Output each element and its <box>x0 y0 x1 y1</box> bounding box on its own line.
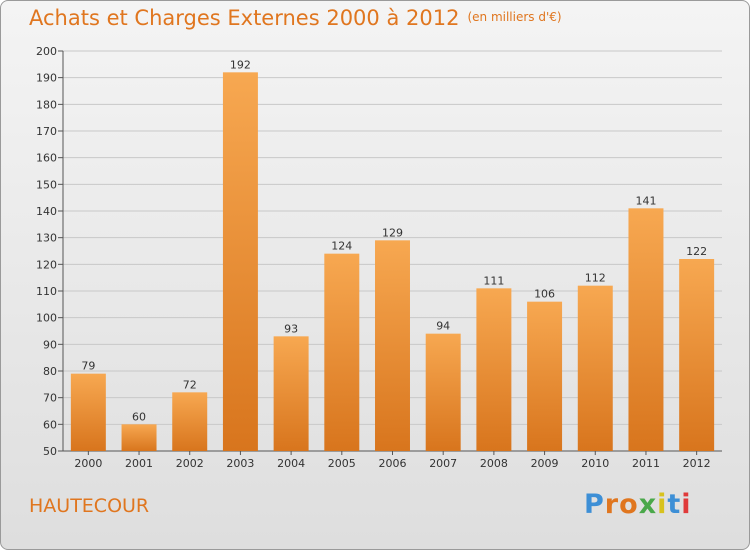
x-tick-label: 2004 <box>277 457 305 470</box>
bar <box>679 259 715 451</box>
x-tick-label: 2001 <box>125 457 153 470</box>
x-tick-label: 2011 <box>632 457 660 470</box>
bar <box>425 333 461 451</box>
bar <box>527 301 563 451</box>
bar-value-label: 129 <box>382 226 403 239</box>
bar <box>172 392 208 451</box>
bar-value-label: 72 <box>183 378 197 391</box>
bar-value-label: 122 <box>686 245 707 258</box>
logo-letter: i <box>657 489 668 520</box>
x-tick-label: 2000 <box>74 457 102 470</box>
bar <box>577 285 613 451</box>
bars <box>70 72 715 451</box>
logo-letter: i <box>681 489 692 520</box>
commune-name: HAUTECOUR <box>29 495 150 517</box>
y-tick-label: 110 <box>36 285 57 298</box>
bar-value-label: 124 <box>331 240 352 253</box>
logo-letter: r <box>604 489 620 520</box>
x-tick-label: 2003 <box>226 457 254 470</box>
bar-value-label: 93 <box>284 322 298 335</box>
bar <box>375 240 410 451</box>
bar-value-label: 141 <box>635 194 656 207</box>
x-tick-label: 2008 <box>480 457 508 470</box>
y-tick-label: 140 <box>36 205 57 218</box>
y-tick-label: 160 <box>36 152 57 165</box>
logo-letter: o <box>619 489 639 520</box>
y-tick-label: 200 <box>36 45 57 58</box>
y-tick-label: 130 <box>36 232 57 245</box>
logo-letter: t <box>667 489 682 520</box>
proxiti-logo: Proxiti <box>584 489 692 520</box>
bar <box>70 373 106 451</box>
bar <box>476 288 512 451</box>
bar-value-label: 60 <box>132 410 146 423</box>
y-tick-label: 80 <box>43 365 57 378</box>
y-tick-label: 150 <box>36 178 57 191</box>
x-tick-label: 2007 <box>429 457 457 470</box>
y-tick-label: 190 <box>36 72 57 85</box>
chart-title: Achats et Charges Externes 2000 à 2012 (e… <box>29 6 562 30</box>
x-tick-label: 2009 <box>531 457 559 470</box>
y-tick-label: 90 <box>43 338 57 351</box>
y-tick-label: 60 <box>43 418 57 431</box>
y-tick-label: 50 <box>43 445 57 458</box>
bar <box>324 253 360 451</box>
x-tick-label: 2006 <box>379 457 407 470</box>
unit-label: (en milliers d'€) <box>467 10 562 24</box>
y-tick-label: 180 <box>36 98 57 111</box>
x-tick-label: 2002 <box>176 457 204 470</box>
bar <box>222 72 258 451</box>
x-tick-label: 2005 <box>328 457 356 470</box>
x-tick-label: 2012 <box>683 457 711 470</box>
bar-value-label: 106 <box>534 288 555 301</box>
x-tick-label: 2010 <box>581 457 609 470</box>
bar <box>273 336 309 451</box>
bar-value-label: 111 <box>483 274 504 287</box>
labels: 50 60 70 80 90 100 110 120 130 140 150 160 170 180 190… <box>36 45 711 470</box>
y-tick-label: 70 <box>43 392 57 405</box>
bar-value-label: 112 <box>585 272 606 285</box>
y-tick-label: 170 <box>36 125 57 138</box>
bar <box>628 208 664 451</box>
title-text: Achats et Charges Externes 2000 à 2012 <box>29 6 460 30</box>
bar-value-label: 79 <box>81 360 95 373</box>
y-tick-label: 120 <box>36 258 57 271</box>
bar <box>121 424 157 451</box>
bar-value-label: 94 <box>436 320 450 333</box>
y-tick-label: 100 <box>36 312 57 325</box>
logo-letter: x <box>638 489 658 520</box>
logo-letter: P <box>584 489 605 520</box>
bar-value-label: 192 <box>230 58 251 71</box>
